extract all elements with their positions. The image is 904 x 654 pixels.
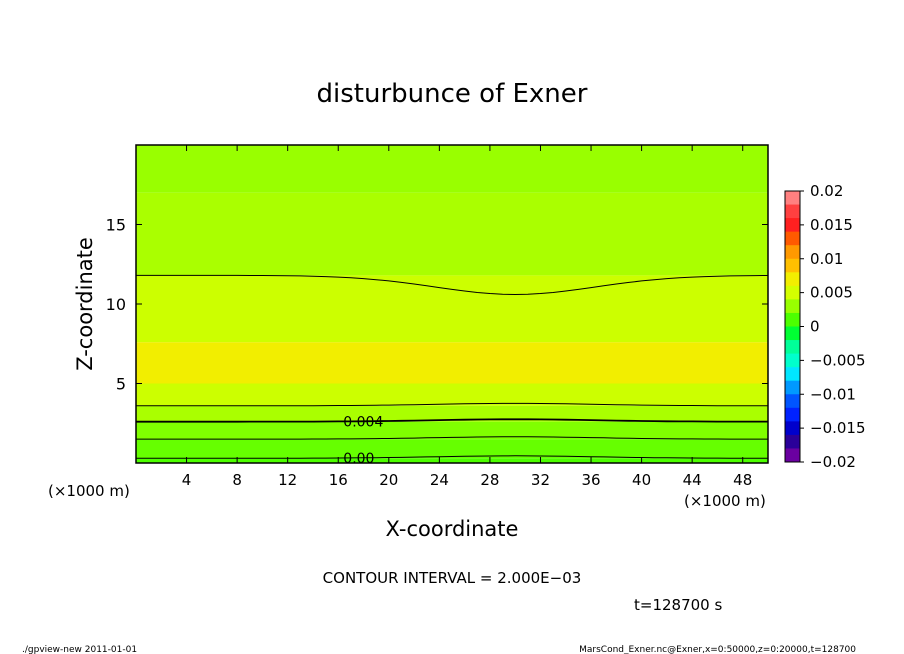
colorbar-swatch — [785, 448, 800, 463]
colorbar-swatch — [785, 353, 800, 368]
y-unit-label: (×1000 m) — [48, 482, 130, 500]
colorbar-swatch — [785, 204, 800, 219]
colorbar-tick-label: −0.02 — [810, 453, 856, 471]
colorbar-swatch — [785, 258, 800, 273]
colorbar-ticks: 0.02 0.015 0.01 0.005 0 −0.005 −0.01 −0.015 −0.0… — [800, 182, 866, 471]
contour-line-2 — [136, 418, 768, 423]
x-tick-label: 32 — [531, 471, 550, 489]
colorbar-tick-label: −0.015 — [810, 419, 866, 437]
colorbar-tick-label: 0.02 — [810, 182, 843, 200]
band-0 — [136, 458, 768, 463]
band-7 — [136, 192, 768, 276]
x-tick-label: 16 — [329, 471, 348, 489]
colorbar-tick-label: 0.015 — [810, 216, 853, 234]
colorbar-swatch — [785, 231, 800, 246]
time-label: t=128700 s — [634, 596, 722, 614]
colorbar-swatch — [785, 272, 800, 287]
y-axis-label: Z-coordinate — [73, 237, 97, 371]
colorbar-swatch — [785, 312, 800, 327]
colorbar-swatch — [785, 380, 800, 395]
colorbar-tick-label: 0 — [810, 318, 820, 336]
contour-line-3 — [136, 402, 768, 407]
colorbar-swatch — [785, 285, 800, 300]
x-axis-label: X-coordinate — [386, 517, 519, 541]
colorbar-swatch — [785, 407, 800, 422]
x-tick-label: 44 — [683, 471, 702, 489]
contour-line-4 — [136, 274, 769, 296]
x-tick-label: 8 — [232, 471, 242, 489]
contour-interval: CONTOUR INTERVAL = 2.000E−03 — [323, 569, 582, 587]
colorbar-swatch — [785, 299, 800, 314]
band-3 — [136, 405, 768, 422]
x-tick-label: 12 — [278, 471, 297, 489]
band-5 — [136, 342, 768, 384]
colorbar-swatch — [785, 434, 800, 449]
colorbar-swatch — [785, 245, 800, 260]
x-tick-label: 48 — [733, 471, 752, 489]
x-axis-ticks: 4 8 12 16 20 24 28 32 36 40 44 48 — [182, 145, 752, 489]
band-2 — [136, 421, 768, 440]
colorbar-tick-label: 0.01 — [810, 250, 843, 268]
colorbar-tick-label: −0.005 — [810, 351, 866, 369]
colorbar-swatch — [785, 367, 800, 382]
colorbar-tick-label: −0.01 — [810, 385, 856, 403]
x-tick-label: 24 — [430, 471, 449, 489]
x-tick-label: 40 — [632, 471, 651, 489]
plot-area — [136, 145, 768, 463]
x-unit-label: (×1000 m) — [684, 492, 766, 510]
x-tick-label: 20 — [379, 471, 398, 489]
x-tick-label: 36 — [581, 471, 600, 489]
band-4 — [136, 383, 768, 406]
x-tick-label: 4 — [182, 471, 192, 489]
colorbar — [784, 190, 801, 463]
contour-label-0: 0.004 — [343, 415, 383, 431]
colorbar-swatch — [785, 394, 800, 409]
x-tick-label: 28 — [480, 471, 499, 489]
contour-line-0 — [136, 455, 768, 459]
band-1 — [136, 439, 768, 459]
y-axis-ticks: 5 10 15 — [106, 216, 768, 394]
colorbar-swatch — [785, 191, 800, 206]
footer-left: ./gpview-new 2011-01-01 — [22, 645, 137, 654]
band-8 — [136, 145, 768, 193]
colorbar-swatch — [785, 326, 800, 341]
band-6 — [136, 275, 768, 343]
chart-title: disturbunce of Exner — [317, 79, 588, 109]
colorbar-swatch — [785, 340, 800, 355]
contour-line-1 — [136, 436, 768, 440]
colorbar-swatch — [785, 421, 800, 436]
y-tick-label: 5 — [116, 375, 126, 394]
footer-right: MarsCond_Exner.nc@Exner,x=0:50000,z=0:20… — [579, 645, 856, 654]
y-tick-label: 15 — [106, 216, 126, 235]
contour-label-1: 0.00 — [343, 451, 374, 467]
colorbar-tick-label: 0.005 — [810, 284, 853, 302]
colorbar-swatch — [785, 218, 800, 233]
y-tick-label: 10 — [106, 295, 126, 314]
